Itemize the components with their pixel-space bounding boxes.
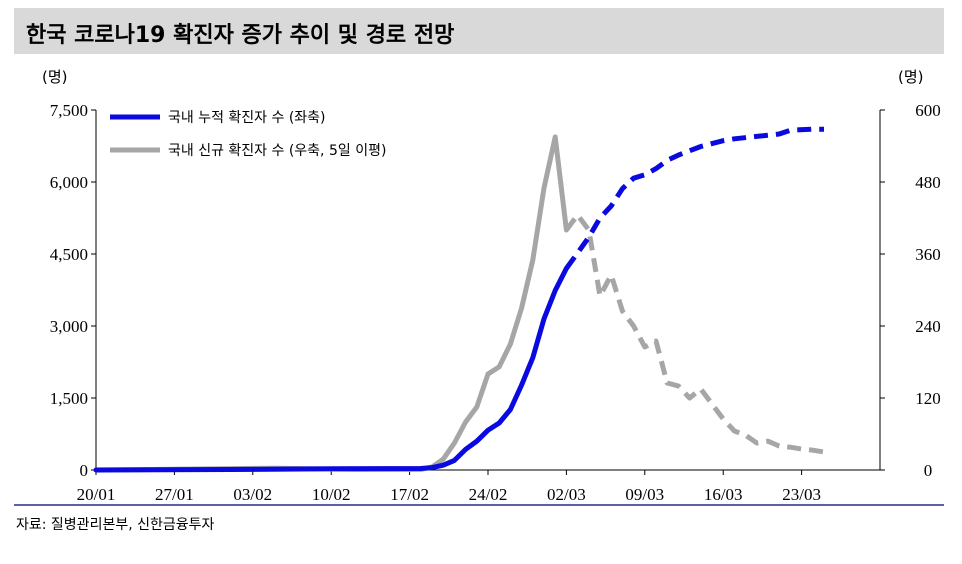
series-line-daily-projected bbox=[564, 212, 825, 455]
x-tick-label: 10/02 bbox=[312, 485, 351, 504]
right-tick-label: 120 bbox=[915, 389, 941, 408]
left-tick-label: 6,000 bbox=[50, 173, 88, 192]
right-tick-label: 240 bbox=[915, 317, 941, 336]
legend-label-daily: 국내 신규 확진자 수 (우축, 5일 이평) bbox=[168, 143, 386, 159]
right-tick-label: 600 bbox=[915, 101, 941, 120]
x-tick-label: 24/02 bbox=[469, 485, 508, 504]
series-lines bbox=[93, 126, 825, 473]
left-tick-label: 1,500 bbox=[50, 389, 88, 408]
right-tick-label: 360 bbox=[915, 245, 941, 264]
source-note: 자료: 질병관리본부, 신한금융투자 bbox=[16, 517, 215, 533]
left-tick-label: 0 bbox=[80, 461, 89, 480]
left-axis-unit: (명) bbox=[42, 68, 68, 86]
title-bar: 한국 코로나19 확진자 증가 추이 및 경로 전망 bbox=[14, 8, 944, 54]
x-tick-label: 27/01 bbox=[155, 485, 194, 504]
x-tick-label: 20/01 bbox=[77, 485, 116, 504]
legend: 국내 누적 확진자 수 (좌축) 국내 신규 확진자 수 (우축, 5일 이평) bbox=[110, 110, 386, 159]
x-tick-label: 17/02 bbox=[390, 485, 429, 504]
x-tick-label: 09/03 bbox=[625, 485, 664, 504]
right-tick-label: 0 bbox=[924, 461, 933, 480]
series-line-cumulative-actual bbox=[93, 265, 569, 473]
chart-title: 한국 코로나19 확진자 증가 추이 및 경로 전망 bbox=[26, 23, 455, 48]
x-tick-label: 03/02 bbox=[233, 485, 272, 504]
x-tick-label: 02/03 bbox=[547, 485, 586, 504]
left-tick-label: 7,500 bbox=[50, 101, 88, 120]
series-line-daily-actual bbox=[93, 134, 569, 473]
right-axis-unit: (명) bbox=[898, 68, 924, 86]
x-tick-label: 16/03 bbox=[704, 485, 743, 504]
series-line-cumulative-projected bbox=[564, 126, 824, 270]
axes: 0 0 1,500 120 3,000 240 4,500 360 6,000 480 7,500 6… bbox=[50, 101, 941, 504]
legend-label-cumulative: 국내 누적 확진자 수 (좌축) bbox=[168, 110, 326, 126]
left-tick-label: 4,500 bbox=[50, 245, 88, 264]
right-tick-label: 480 bbox=[915, 173, 941, 192]
left-tick-label: 3,000 bbox=[50, 317, 88, 336]
x-tick-label: 23/03 bbox=[782, 485, 821, 504]
